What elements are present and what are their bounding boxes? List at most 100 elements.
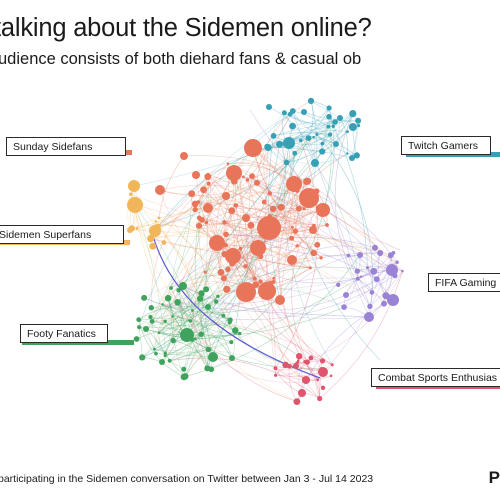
graph-edge <box>201 293 231 321</box>
graph-edge <box>339 117 349 154</box>
graph-edge <box>215 147 254 273</box>
graph-node-footy <box>174 299 181 306</box>
graph-edge <box>252 147 296 232</box>
graph-node-twitch <box>346 152 349 155</box>
graph-node-sunday <box>195 222 203 229</box>
graph-edge <box>359 254 373 293</box>
graph-node-footy <box>180 373 188 381</box>
graph-edge <box>130 194 298 402</box>
graph-edge <box>161 290 183 363</box>
graph-node-fifa <box>386 264 398 276</box>
graph-edge <box>269 193 318 209</box>
graph-node-twitch <box>307 97 315 104</box>
graph-node-footy <box>163 319 167 323</box>
graph-node-footy <box>169 286 173 290</box>
graph-edge <box>164 321 233 359</box>
graph-edge <box>136 117 341 229</box>
cluster-label-fifa-gaming: FIFA Gaming <box>428 273 500 292</box>
graph-node-sunday <box>228 207 236 215</box>
graph-node-fifa <box>381 300 387 307</box>
graph-edge <box>273 132 331 137</box>
graph-edge <box>245 208 274 267</box>
graph-node-footy <box>188 319 193 323</box>
graph-edge <box>203 189 311 269</box>
graph-edge <box>172 224 252 341</box>
graph-node-footy <box>164 294 172 302</box>
graph-node-sunday <box>223 231 229 238</box>
graph-node-sunday <box>217 269 225 276</box>
graph-node-sunday <box>308 266 312 270</box>
graph-edge <box>292 117 341 127</box>
graph-edge <box>207 207 320 399</box>
graph-edge <box>158 332 166 354</box>
graph-edge <box>158 155 185 219</box>
graph-edge <box>158 266 374 334</box>
graph-edge <box>182 285 233 359</box>
graph-node-twitch <box>289 122 296 130</box>
graph-node-sunday <box>155 185 165 195</box>
graph-edge <box>276 125 300 357</box>
page-subtitle: udience consists of both diehard fans & … <box>0 50 362 68</box>
graph-edge <box>332 126 357 156</box>
graph-edge <box>264 198 305 210</box>
graph-node-combat <box>330 363 334 367</box>
graph-edge <box>200 135 274 335</box>
graph-node-twitch <box>319 148 326 155</box>
graph-edge <box>167 298 209 350</box>
graph-edge <box>223 256 261 279</box>
graph-edge <box>134 204 234 257</box>
graph-node-sunday <box>233 203 239 208</box>
graph-edge <box>223 229 314 279</box>
graph-edge <box>225 234 311 269</box>
graph-edge <box>134 204 166 354</box>
graph-edge <box>154 221 225 233</box>
graph-node-combat <box>282 361 289 369</box>
graph-edge <box>134 204 201 361</box>
graph-edge <box>232 255 333 366</box>
graph-edge <box>159 184 305 210</box>
graph-node-sunday <box>200 186 208 194</box>
graph-node-combat <box>296 359 300 363</box>
graph-node-combat <box>302 376 310 384</box>
graph-edge <box>154 298 201 350</box>
graph-node-sunday <box>225 266 231 272</box>
graph-node-sunday <box>277 203 285 211</box>
graph-edge <box>308 137 371 307</box>
graph-node-sunday <box>209 235 225 251</box>
graph-node-superfans <box>128 225 135 232</box>
graph-edge <box>268 106 316 164</box>
graph-node-sunday <box>243 264 248 269</box>
graph-node-sunday <box>303 177 311 186</box>
graph-edge <box>251 175 396 277</box>
graph-edge <box>278 190 308 363</box>
graph-edge <box>162 304 233 359</box>
graph-edge <box>170 287 298 402</box>
graph-edge <box>172 137 309 317</box>
graph-edge <box>252 147 314 254</box>
graph-node-twitch <box>320 141 325 146</box>
graph-edge <box>178 290 208 369</box>
graph-edge <box>238 168 255 279</box>
graph-edge <box>184 334 202 377</box>
graph-node-footy <box>179 282 187 290</box>
graph-edge <box>322 113 354 152</box>
graph-edge <box>201 219 296 232</box>
graph-edge <box>288 142 381 361</box>
graph-node-fifa <box>370 267 378 275</box>
graph-edge <box>204 168 239 273</box>
graph-node-footy <box>238 331 242 336</box>
graph-node-twitch <box>292 150 298 156</box>
graph-node-fifa <box>355 276 360 281</box>
graph-edge <box>130 193 160 219</box>
graph-edge <box>207 173 274 210</box>
graph-edge <box>207 134 331 179</box>
graph-node-superfans <box>128 180 140 192</box>
graph-node-fifa <box>401 269 404 273</box>
graph-node-twitch <box>266 104 272 110</box>
graph-node-footy <box>229 355 235 361</box>
graph-edge <box>143 274 255 299</box>
graph-edge <box>198 176 209 226</box>
graph-node-footy <box>191 309 194 312</box>
graph-node-twitch <box>327 132 333 137</box>
graph-node-footy <box>198 290 205 297</box>
